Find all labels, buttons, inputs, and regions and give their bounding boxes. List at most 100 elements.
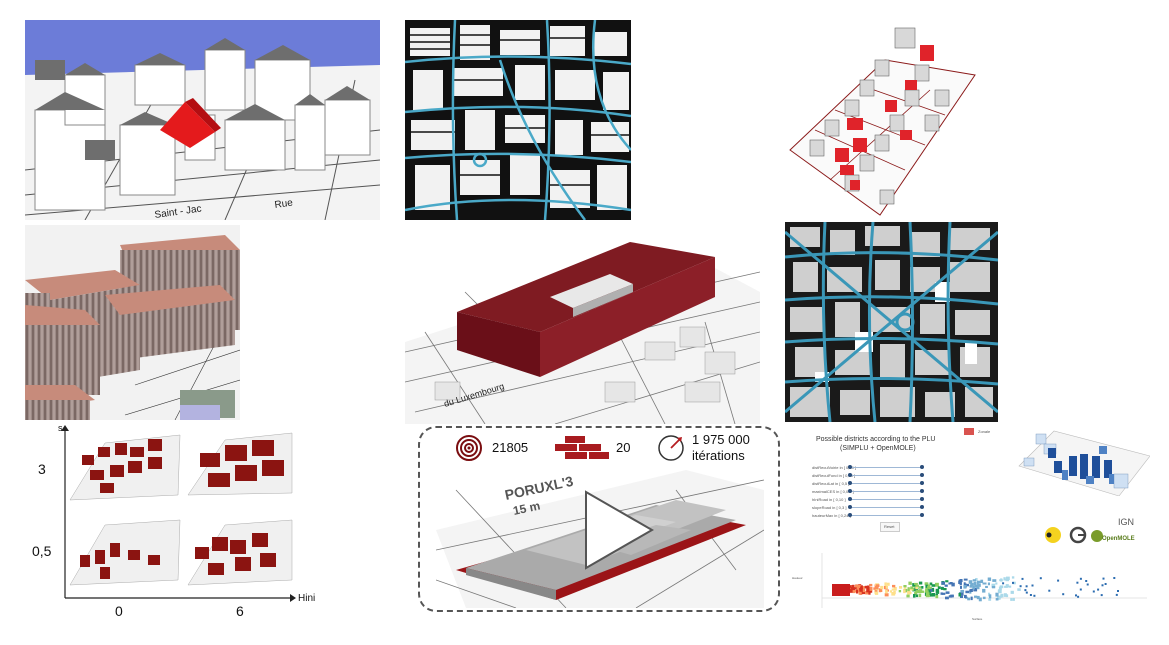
top-red-button[interactable] [964, 428, 974, 435]
scatter-point [958, 592, 961, 597]
building-3d-scene: Rue Saint - Jac [25, 20, 380, 220]
slider-handle[interactable] [920, 473, 924, 477]
scatter-point [1075, 594, 1077, 597]
slider-handle[interactable] [920, 481, 924, 485]
reset-button[interactable]: Reset [880, 522, 900, 532]
scatter-point [944, 584, 948, 587]
scatter-point [978, 583, 981, 587]
scatter-point [1025, 585, 1028, 588]
slider-handle[interactable] [848, 497, 852, 501]
slider-track[interactable] [850, 467, 922, 468]
slider-track[interactable] [850, 475, 922, 476]
grid-cell-3-0 [69, 434, 181, 501]
slider-handle[interactable] [920, 497, 924, 501]
scatter-point [935, 588, 939, 592]
scatter-point [1031, 584, 1034, 587]
street-network-a-panel [405, 20, 631, 220]
scatter-point [972, 579, 976, 582]
slider-handle[interactable] [848, 505, 852, 509]
scatter-point [849, 590, 854, 593]
scatter-point [918, 586, 922, 589]
scatter-point [960, 595, 963, 598]
filter-slider-label: hauteurMax in [ 0,24 ] [812, 513, 851, 518]
scatter-point [929, 586, 932, 589]
scatter-point [1077, 595, 1080, 598]
slider-track[interactable] [850, 491, 922, 492]
slider-handle[interactable] [848, 481, 852, 485]
building-3d-panel: Rue Saint - Jac [25, 20, 380, 220]
scatter-point [907, 591, 911, 595]
filter-slider-label: distReculLat in [ 0,5 ] [812, 481, 850, 486]
filter-slider[interactable]: distReculLat in [ 0,5 ] [812, 481, 924, 487]
slider-track[interactable] [850, 515, 922, 516]
scatter-point [995, 597, 999, 601]
scatter-point [857, 584, 861, 589]
scatter-point [1012, 581, 1014, 584]
scatter-point [991, 583, 996, 588]
filter-slider[interactable]: hIniRoad in [ 0,10 ] [812, 497, 924, 503]
scatter-point [903, 585, 907, 588]
scatter-point [1113, 577, 1116, 579]
scatter-point [970, 596, 973, 601]
slider-handle[interactable] [848, 473, 852, 477]
video-map-text-2: 15 m [512, 499, 542, 518]
slider-handle[interactable] [920, 489, 924, 493]
blue-parcels-map [1018, 430, 1150, 496]
filter-slider[interactable]: hauteurMax in [ 0,24 ] [812, 513, 924, 519]
slider-handle[interactable] [920, 505, 924, 509]
scatter-point [973, 581, 977, 586]
scatter-point [884, 582, 887, 586]
scatter-point [891, 591, 896, 596]
scatter-point [866, 588, 870, 593]
scatter-point [973, 588, 978, 592]
scatter-point [976, 582, 979, 585]
scatter-point [976, 595, 980, 600]
scatter-point [920, 590, 925, 593]
scatter-plot [821, 553, 1147, 608]
scatter-point [951, 582, 955, 587]
scatter-point [1101, 584, 1104, 587]
play-button[interactable] [584, 490, 654, 570]
filter-slider[interactable]: distReculFond in [ 0,10 ] [812, 473, 924, 479]
filter-slider[interactable]: distReculVoirie in [ 0,10 ] [812, 465, 924, 471]
scatter-point [987, 577, 992, 581]
scatter-point [969, 591, 972, 594]
scatter-point [892, 584, 896, 588]
slider-track[interactable] [850, 483, 922, 484]
road-label: Rue [274, 197, 294, 211]
slider-handle[interactable] [848, 513, 852, 517]
scatter-point [852, 590, 856, 594]
scatter-point [925, 582, 929, 585]
scatter-point [912, 583, 916, 587]
slider-handle[interactable] [920, 465, 924, 469]
scatter-point [1017, 588, 1021, 591]
slider-handle[interactable] [920, 513, 924, 517]
scatter-point [958, 580, 962, 584]
scatter-point [850, 586, 854, 590]
scatter-point [925, 584, 929, 589]
scatter-point [1019, 585, 1022, 588]
slider-track[interactable] [850, 507, 922, 508]
filter-slider[interactable]: slopeRoad in [ 0,3 ] [812, 505, 924, 511]
y-axis-label: s [58, 425, 63, 433]
slider-track[interactable] [850, 499, 922, 500]
gauge-icon [658, 435, 684, 461]
scatter-point [918, 581, 923, 585]
scatter-point [885, 586, 888, 589]
scatter-point [1115, 593, 1118, 596]
scatter-point [965, 590, 969, 594]
scatter-point [999, 585, 1004, 589]
slider-handle[interactable] [848, 465, 852, 469]
scatter-point [866, 585, 870, 589]
slider-handle[interactable] [848, 489, 852, 493]
scatter-point [832, 584, 850, 596]
scatter-point [958, 579, 963, 582]
scatter-point [1104, 583, 1107, 585]
scatter-point [941, 581, 945, 585]
scatter-point [875, 585, 879, 590]
scatter-point [1010, 590, 1014, 594]
massive-block-scene: du Luxembourg [405, 242, 760, 424]
scatter-point [1097, 588, 1100, 591]
textured-blocks-panel [25, 225, 240, 420]
filter-slider[interactable]: maximalCES in [ 0,0.5 ] [812, 489, 924, 495]
